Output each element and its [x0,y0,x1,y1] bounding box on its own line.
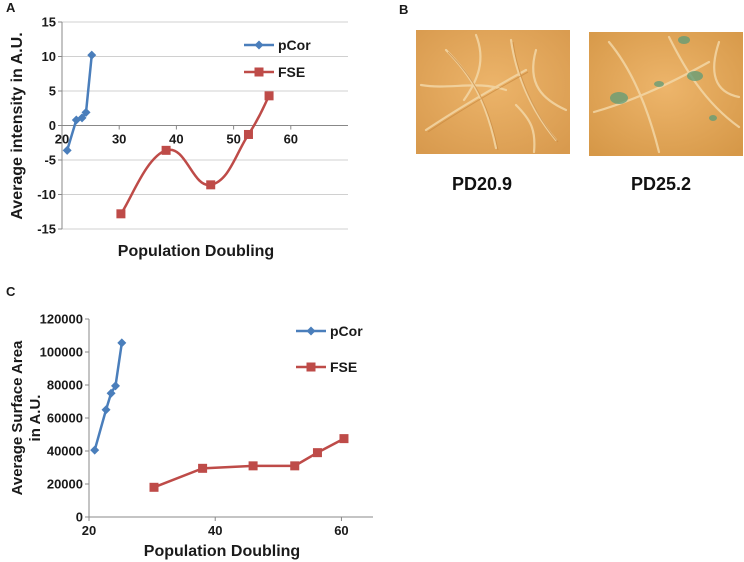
chart-c-ylabel: Average Surface Area in A.U. [9,340,44,495]
chart-c-series-fse-point-4 [312,448,322,458]
chart-a-y-tick-label-4: -5 [44,153,56,168]
chart-c-series-fse-point-0 [149,482,159,492]
chart-a-x-tick-label-4: 60 [284,132,298,147]
panel-label-a: A [6,0,16,15]
chart-a-x-tick-label-1: 30 [112,132,126,147]
chart-a-x-tick-label-3: 50 [226,132,240,147]
chart-a-series-fse-point-1 [161,145,171,155]
chart-c-ylabel-line-1: Average Surface Area [9,340,26,495]
chart-c-series-fse-point-2 [248,461,258,471]
chart-c-x-tick-label-0: 20 [82,523,96,538]
caption-pd20-9: PD20.9 [452,174,513,194]
chart-a-y-tick-label-3: 0 [49,118,56,133]
chart-c-legend-fse-marker [306,362,316,372]
micrograph-pd20-9 [416,30,570,154]
chart-c-series-pcor-point-4 [117,338,127,348]
chart-a-y-tick-label-6: -15 [37,222,56,237]
chart-c-y-tick-label-4: 40000 [47,444,83,459]
chart-a-y-tick-label-2: 5 [49,84,56,99]
chart-a-y-tick-label-0: 15 [42,15,56,30]
chart-a-legend-pcor-label: pCor [278,37,311,53]
chart-a-series-pcor-point-0 [62,145,72,155]
chart-a-series-fse-point-2 [206,180,216,190]
chart-a-legend-fse-label: FSE [278,64,305,80]
chart-a-series-fse-line [119,95,271,215]
chart-c-series-pcor-point-0 [90,445,100,455]
chart-a-ylabel: Average intensity in A.U. [9,32,26,219]
micrograph-pd20-9-image [416,30,570,154]
micrograph-pd25-2 [589,32,743,156]
chart-a-y-tick-label-1: 10 [42,49,56,64]
chart-a-series-pcor-point-4 [87,50,97,60]
micrograph-pd25-2-image [589,32,743,156]
chart-c-ylabel-line-2: in A.U. [27,395,44,442]
chart-c-series-fse-point-1 [198,463,208,473]
chart-a-y-tick-label-5: -10 [37,187,56,202]
chart-a-series-pcor-point-2 [77,113,87,123]
chart-c-y-tick-label-1: 100000 [40,345,83,360]
chart-a-xlabel: Population Doubling [118,243,274,260]
chart-a-legend-fse-marker [254,67,264,77]
panel-label-c: C [6,284,16,299]
chart-c-y-tick-label-3: 60000 [47,411,83,426]
panel-label-b: B [399,2,408,17]
chart-c-legend-pcor-marker [306,326,316,336]
chart-a-series-pcor-line [65,54,93,151]
chart-c-series-fse-point-3 [290,461,300,471]
chart-c-legend-pcor-label: pCor [330,323,363,339]
chart-a-x-tick-label-0: 20 [55,132,69,147]
chart-c-series-fse-point-5 [339,434,349,444]
chart-c-series-pcor-point-1 [101,405,111,415]
chart-c-y-tick-label-6: 0 [76,510,83,525]
chart-a-series-fse-point-3 [243,129,253,139]
chart-c-series-pcor-point-2 [106,388,116,398]
chart-c-xlabel: Population Doubling [144,543,300,560]
caption-pd25-2: PD25.2 [631,174,692,194]
chart-c: 120000 100000 80000 60000 40000 20000 020 40 60 p… [40,312,373,538]
chart-c-legend-fse-label: FSE [330,359,357,375]
chart-c-x-tick-label-2: 60 [334,523,348,538]
chart-c-x-tick-label-1: 40 [208,523,222,538]
chart-a-series-pcor-point-3 [81,107,91,117]
chart-a-x-tick-label-2: 40 [169,132,183,147]
chart-c-series-pcor-point-3 [111,381,121,391]
chart-a-legend-pcor-marker [254,40,264,50]
chart-c-series-pcor-line [93,342,124,451]
chart-c-y-tick-label-5: 20000 [47,477,83,492]
chart-a-series-fse-point-0 [116,209,126,219]
chart-c-y-tick-label-0: 120000 [40,312,83,327]
chart-a-series-fse-point-4 [264,91,274,101]
chart-c-y-tick-label-2: 80000 [47,378,83,393]
